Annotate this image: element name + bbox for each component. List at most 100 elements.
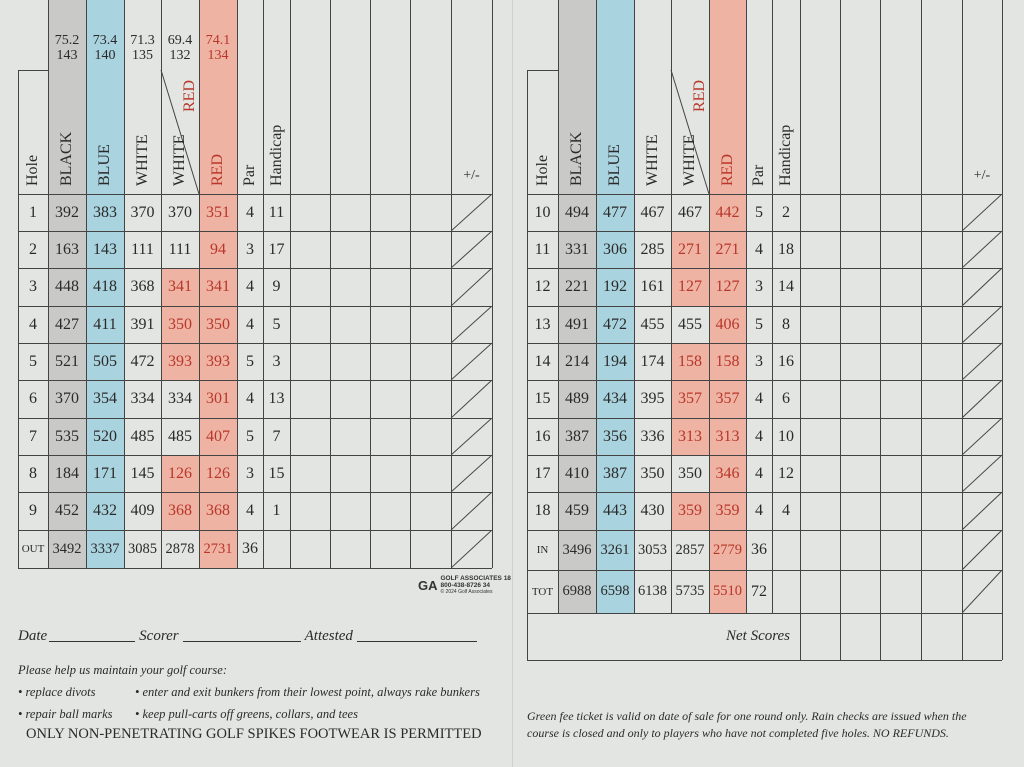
score-entry-cell[interactable] bbox=[921, 380, 962, 418]
score-entry-cell[interactable] bbox=[330, 455, 370, 492]
score-entry-cell[interactable] bbox=[330, 530, 370, 568]
score-entry-cell[interactable] bbox=[410, 530, 451, 568]
score-entry-cell[interactable] bbox=[921, 194, 962, 231]
score-entry-cell[interactable] bbox=[410, 455, 451, 492]
score-entry-cell[interactable] bbox=[370, 231, 410, 268]
score-entry-cell[interactable] bbox=[290, 306, 330, 343]
plus-minus-cell[interactable] bbox=[451, 380, 492, 418]
score-entry-cell[interactable] bbox=[370, 455, 410, 492]
score-entry-cell[interactable] bbox=[840, 380, 880, 418]
score-entry-cell[interactable] bbox=[800, 380, 840, 418]
net-score-cell[interactable] bbox=[800, 613, 840, 660]
plus-minus-cell[interactable] bbox=[451, 268, 492, 306]
score-entry-cell[interactable] bbox=[410, 231, 451, 268]
score-entry-cell[interactable] bbox=[840, 268, 880, 306]
score-entry-cell[interactable] bbox=[330, 492, 370, 530]
score-entry-cell[interactable] bbox=[921, 231, 962, 268]
score-entry-cell[interactable] bbox=[840, 231, 880, 268]
score-entry-cell[interactable] bbox=[880, 343, 921, 380]
plus-minus-cell[interactable] bbox=[962, 455, 1002, 492]
score-entry-cell[interactable] bbox=[800, 455, 840, 492]
score-entry-cell[interactable] bbox=[370, 530, 410, 568]
score-entry-cell[interactable] bbox=[330, 194, 370, 231]
plus-minus-cell[interactable] bbox=[962, 492, 1002, 530]
plus-minus-cell[interactable] bbox=[451, 194, 492, 231]
score-entry-cell[interactable] bbox=[800, 492, 840, 530]
score-entry-cell[interactable] bbox=[370, 343, 410, 380]
plus-minus-cell[interactable] bbox=[962, 530, 1002, 570]
score-entry-cell[interactable] bbox=[410, 268, 451, 306]
net-score-cell[interactable] bbox=[840, 613, 880, 660]
score-entry-cell[interactable] bbox=[800, 570, 840, 613]
score-entry-cell[interactable] bbox=[370, 492, 410, 530]
score-entry-cell[interactable] bbox=[840, 570, 880, 613]
score-entry-cell[interactable] bbox=[330, 306, 370, 343]
score-entry-cell[interactable] bbox=[921, 570, 962, 613]
plus-minus-cell[interactable] bbox=[962, 343, 1002, 380]
score-entry-cell[interactable] bbox=[921, 306, 962, 343]
plus-minus-cell[interactable] bbox=[962, 231, 1002, 268]
score-entry-cell[interactable] bbox=[800, 306, 840, 343]
score-entry-cell[interactable] bbox=[410, 194, 451, 231]
plus-minus-cell[interactable] bbox=[962, 268, 1002, 306]
plus-minus-cell[interactable] bbox=[451, 343, 492, 380]
plus-minus-cell[interactable] bbox=[962, 306, 1002, 343]
score-entry-cell[interactable] bbox=[290, 530, 330, 568]
plus-minus-cell[interactable] bbox=[451, 530, 492, 568]
date-field[interactable] bbox=[49, 628, 136, 642]
score-entry-cell[interactable] bbox=[840, 418, 880, 455]
score-entry-cell[interactable] bbox=[880, 455, 921, 492]
scorer-field[interactable] bbox=[182, 628, 301, 642]
score-entry-cell[interactable] bbox=[800, 343, 840, 380]
score-entry-cell[interactable] bbox=[880, 194, 921, 231]
score-entry-cell[interactable] bbox=[921, 418, 962, 455]
score-entry-cell[interactable] bbox=[410, 343, 451, 380]
score-entry-cell[interactable] bbox=[880, 492, 921, 530]
score-entry-cell[interactable] bbox=[410, 418, 451, 455]
score-entry-cell[interactable] bbox=[880, 380, 921, 418]
score-entry-cell[interactable] bbox=[800, 418, 840, 455]
score-entry-cell[interactable] bbox=[290, 455, 330, 492]
plus-minus-cell[interactable] bbox=[451, 455, 492, 492]
score-entry-cell[interactable] bbox=[290, 418, 330, 455]
score-entry-cell[interactable] bbox=[410, 306, 451, 343]
plus-minus-cell[interactable] bbox=[962, 570, 1002, 613]
score-entry-cell[interactable] bbox=[921, 455, 962, 492]
score-entry-cell[interactable] bbox=[330, 231, 370, 268]
score-entry-cell[interactable] bbox=[800, 231, 840, 268]
score-entry-cell[interactable] bbox=[330, 343, 370, 380]
net-score-cell[interactable] bbox=[921, 613, 962, 660]
score-entry-cell[interactable] bbox=[410, 380, 451, 418]
score-entry-cell[interactable] bbox=[840, 343, 880, 380]
score-entry-cell[interactable] bbox=[800, 194, 840, 231]
score-entry-cell[interactable] bbox=[330, 380, 370, 418]
score-entry-cell[interactable] bbox=[370, 418, 410, 455]
score-entry-cell[interactable] bbox=[880, 570, 921, 613]
score-entry-cell[interactable] bbox=[880, 530, 921, 570]
score-entry-cell[interactable] bbox=[370, 194, 410, 231]
score-entry-cell[interactable] bbox=[800, 530, 840, 570]
score-entry-cell[interactable] bbox=[840, 194, 880, 231]
plus-minus-cell[interactable] bbox=[451, 306, 492, 343]
score-entry-cell[interactable] bbox=[290, 194, 330, 231]
score-entry-cell[interactable] bbox=[840, 530, 880, 570]
score-entry-cell[interactable] bbox=[290, 268, 330, 306]
score-entry-cell[interactable] bbox=[921, 343, 962, 380]
score-entry-cell[interactable] bbox=[880, 268, 921, 306]
score-entry-cell[interactable] bbox=[290, 343, 330, 380]
plus-minus-cell[interactable] bbox=[451, 418, 492, 455]
plus-minus-cell[interactable] bbox=[962, 418, 1002, 455]
score-entry-cell[interactable] bbox=[921, 530, 962, 570]
score-entry-cell[interactable] bbox=[290, 231, 330, 268]
score-entry-cell[interactable] bbox=[880, 306, 921, 343]
net-score-cell[interactable] bbox=[962, 613, 1002, 660]
score-entry-cell[interactable] bbox=[921, 268, 962, 306]
score-entry-cell[interactable] bbox=[410, 492, 451, 530]
attested-field[interactable] bbox=[356, 628, 477, 642]
net-score-cell[interactable] bbox=[880, 613, 921, 660]
plus-minus-cell[interactable] bbox=[451, 492, 492, 530]
plus-minus-cell[interactable] bbox=[451, 231, 492, 268]
score-entry-cell[interactable] bbox=[921, 492, 962, 530]
score-entry-cell[interactable] bbox=[370, 306, 410, 343]
score-entry-cell[interactable] bbox=[330, 418, 370, 455]
